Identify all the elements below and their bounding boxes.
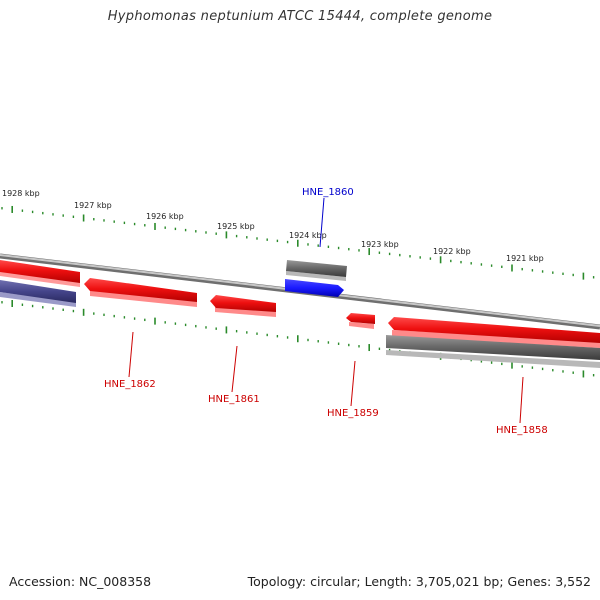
scale-label-1925: 1925 kbp xyxy=(217,222,255,231)
gene-label-hne-1861[interactable]: HNE_1861 xyxy=(208,394,260,405)
gene-labels: HNE_1860 HNE_1862 HNE_1861 HNE_1859 HNE_… xyxy=(104,187,548,436)
scale-label-1921: 1921 kbp xyxy=(506,254,544,263)
gene-feature-hne-1862[interactable] xyxy=(84,278,197,307)
gene-label-hne-1859[interactable]: HNE_1859 xyxy=(327,408,379,419)
scale-label-1923: 1923 kbp xyxy=(361,240,399,249)
leader-hne-1859 xyxy=(350,360,356,407)
leader-hne-1860 xyxy=(319,197,325,248)
scale-label-1927: 1927 kbp xyxy=(74,201,112,210)
scale-labels: 1928 kbp 1927 kbp 1926 kbp 1925 kbp 1924… xyxy=(2,189,544,263)
gene-feature-hne-1858[interactable] xyxy=(388,317,600,348)
gene-label-hne-1862[interactable]: HNE_1862 xyxy=(104,379,156,390)
scale-label-1924: 1924 kbp xyxy=(289,231,327,240)
page-title: Hyphomonas neptunium ATCC 15444, complet… xyxy=(107,9,493,24)
gene-feature-hne-1860[interactable] xyxy=(285,279,344,297)
gene-feature-hne-1859[interactable] xyxy=(346,313,375,329)
leader-hne-1862 xyxy=(128,331,134,378)
accession-text: Accession: NC_008358 xyxy=(9,574,152,589)
gene-label-hne-1858[interactable]: HNE_1858 xyxy=(496,425,548,436)
label-leaders xyxy=(128,197,524,424)
scale-label-1928: 1928 kbp xyxy=(2,189,40,198)
leader-hne-1858 xyxy=(519,376,524,424)
scale-label-1926: 1926 kbp xyxy=(146,212,184,221)
gene-feature-grey-top[interactable] xyxy=(286,260,347,281)
gene-feature-hne-1861[interactable] xyxy=(210,295,276,317)
gene-feature-left-red[interactable] xyxy=(0,260,80,287)
leader-hne-1861 xyxy=(231,345,238,393)
genome-summary-text: Topology: circular; Length: 3,705,021 bp… xyxy=(247,574,591,589)
gene-label-hne-1860[interactable]: HNE_1860 xyxy=(302,187,354,198)
gene-feature-left-navy[interactable] xyxy=(0,280,76,307)
scale-label-1922: 1922 kbp xyxy=(433,247,471,256)
gene-feature-grey-bottom[interactable] xyxy=(386,335,600,368)
gene-features xyxy=(0,260,600,368)
